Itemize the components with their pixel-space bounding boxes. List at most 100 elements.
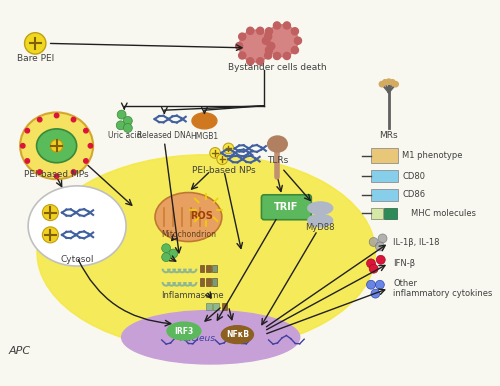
Circle shape: [54, 113, 59, 118]
Circle shape: [246, 58, 254, 65]
Circle shape: [50, 140, 63, 152]
Circle shape: [264, 52, 272, 59]
Circle shape: [292, 28, 298, 35]
Bar: [222, 303, 226, 310]
Circle shape: [274, 52, 280, 59]
Circle shape: [124, 117, 132, 125]
Circle shape: [262, 37, 270, 44]
Text: IL-1β, IL-18: IL-1β, IL-18: [394, 239, 440, 247]
Circle shape: [117, 110, 126, 119]
Circle shape: [294, 37, 302, 44]
Circle shape: [266, 47, 272, 54]
Text: CD80: CD80: [402, 172, 425, 181]
Text: TRIF: TRIF: [274, 202, 298, 212]
Ellipse shape: [155, 193, 222, 242]
Bar: [371, 149, 398, 163]
Bar: [200, 278, 204, 286]
Text: Uric acid: Uric acid: [108, 130, 141, 140]
Text: Nucleus: Nucleus: [180, 334, 216, 343]
Circle shape: [382, 80, 388, 85]
Circle shape: [266, 28, 272, 35]
Circle shape: [376, 280, 384, 289]
Text: ROS: ROS: [190, 211, 213, 221]
Circle shape: [217, 154, 228, 164]
Circle shape: [386, 79, 392, 85]
Circle shape: [268, 42, 275, 50]
Text: HMGB1: HMGB1: [190, 132, 218, 141]
Circle shape: [274, 22, 280, 29]
Circle shape: [162, 244, 170, 253]
Text: NFκB: NFκB: [226, 330, 249, 339]
Bar: [371, 188, 398, 201]
Text: Inflammasome: Inflammasome: [162, 291, 224, 300]
Circle shape: [162, 253, 170, 262]
Circle shape: [369, 237, 378, 246]
Ellipse shape: [192, 113, 217, 129]
Circle shape: [292, 47, 298, 54]
Bar: [212, 278, 217, 286]
Circle shape: [256, 58, 264, 65]
Circle shape: [256, 27, 264, 34]
Circle shape: [366, 259, 376, 268]
Circle shape: [246, 27, 254, 34]
Bar: [200, 265, 204, 272]
Bar: [384, 208, 397, 219]
Ellipse shape: [37, 155, 376, 350]
Circle shape: [266, 25, 298, 57]
Text: Bystander cells death: Bystander cells death: [228, 63, 327, 72]
Circle shape: [54, 174, 59, 178]
Circle shape: [284, 22, 290, 29]
Text: IRF3: IRF3: [174, 327, 194, 335]
Ellipse shape: [308, 214, 332, 227]
Text: Other
inflammatory cytokines: Other inflammatory cytokines: [394, 279, 492, 298]
Circle shape: [38, 117, 42, 122]
Circle shape: [393, 81, 398, 87]
Text: APC: APC: [8, 345, 30, 356]
Bar: [371, 170, 398, 182]
Text: Bare PEI: Bare PEI: [16, 54, 54, 63]
Circle shape: [42, 205, 58, 221]
Bar: [206, 303, 212, 310]
Text: Mitochondrion: Mitochondrion: [161, 230, 216, 239]
FancyBboxPatch shape: [262, 195, 312, 220]
Text: TLRs: TLRs: [267, 156, 288, 166]
Ellipse shape: [308, 202, 332, 214]
Text: PEI-based NPs: PEI-based NPs: [192, 166, 256, 175]
Ellipse shape: [268, 136, 287, 152]
Circle shape: [25, 129, 29, 133]
Bar: [206, 265, 210, 272]
Ellipse shape: [28, 186, 126, 266]
Circle shape: [236, 42, 242, 50]
Text: PEI-based MPs: PEI-based MPs: [24, 170, 89, 179]
Circle shape: [223, 143, 234, 154]
Circle shape: [369, 264, 378, 273]
Circle shape: [116, 121, 125, 130]
Ellipse shape: [167, 322, 201, 340]
Bar: [212, 265, 217, 272]
Text: MyD88: MyD88: [306, 223, 335, 232]
Circle shape: [72, 170, 76, 174]
Circle shape: [366, 280, 376, 289]
Ellipse shape: [36, 129, 76, 163]
Circle shape: [24, 33, 46, 54]
Text: Released DNA: Released DNA: [138, 130, 192, 140]
Circle shape: [238, 52, 246, 59]
Circle shape: [124, 124, 132, 132]
Circle shape: [284, 52, 290, 59]
Ellipse shape: [20, 112, 93, 179]
Ellipse shape: [122, 311, 300, 364]
Text: Cytosol: Cytosol: [60, 255, 94, 264]
Circle shape: [371, 289, 380, 298]
Circle shape: [42, 227, 58, 243]
Circle shape: [72, 117, 76, 122]
Circle shape: [378, 234, 387, 243]
Circle shape: [88, 144, 92, 148]
Bar: [214, 303, 218, 310]
Circle shape: [238, 33, 246, 40]
Text: IFN-β: IFN-β: [394, 259, 415, 268]
Circle shape: [239, 30, 271, 62]
Circle shape: [169, 249, 177, 258]
Bar: [371, 208, 384, 219]
Circle shape: [20, 144, 25, 148]
Circle shape: [25, 159, 29, 163]
